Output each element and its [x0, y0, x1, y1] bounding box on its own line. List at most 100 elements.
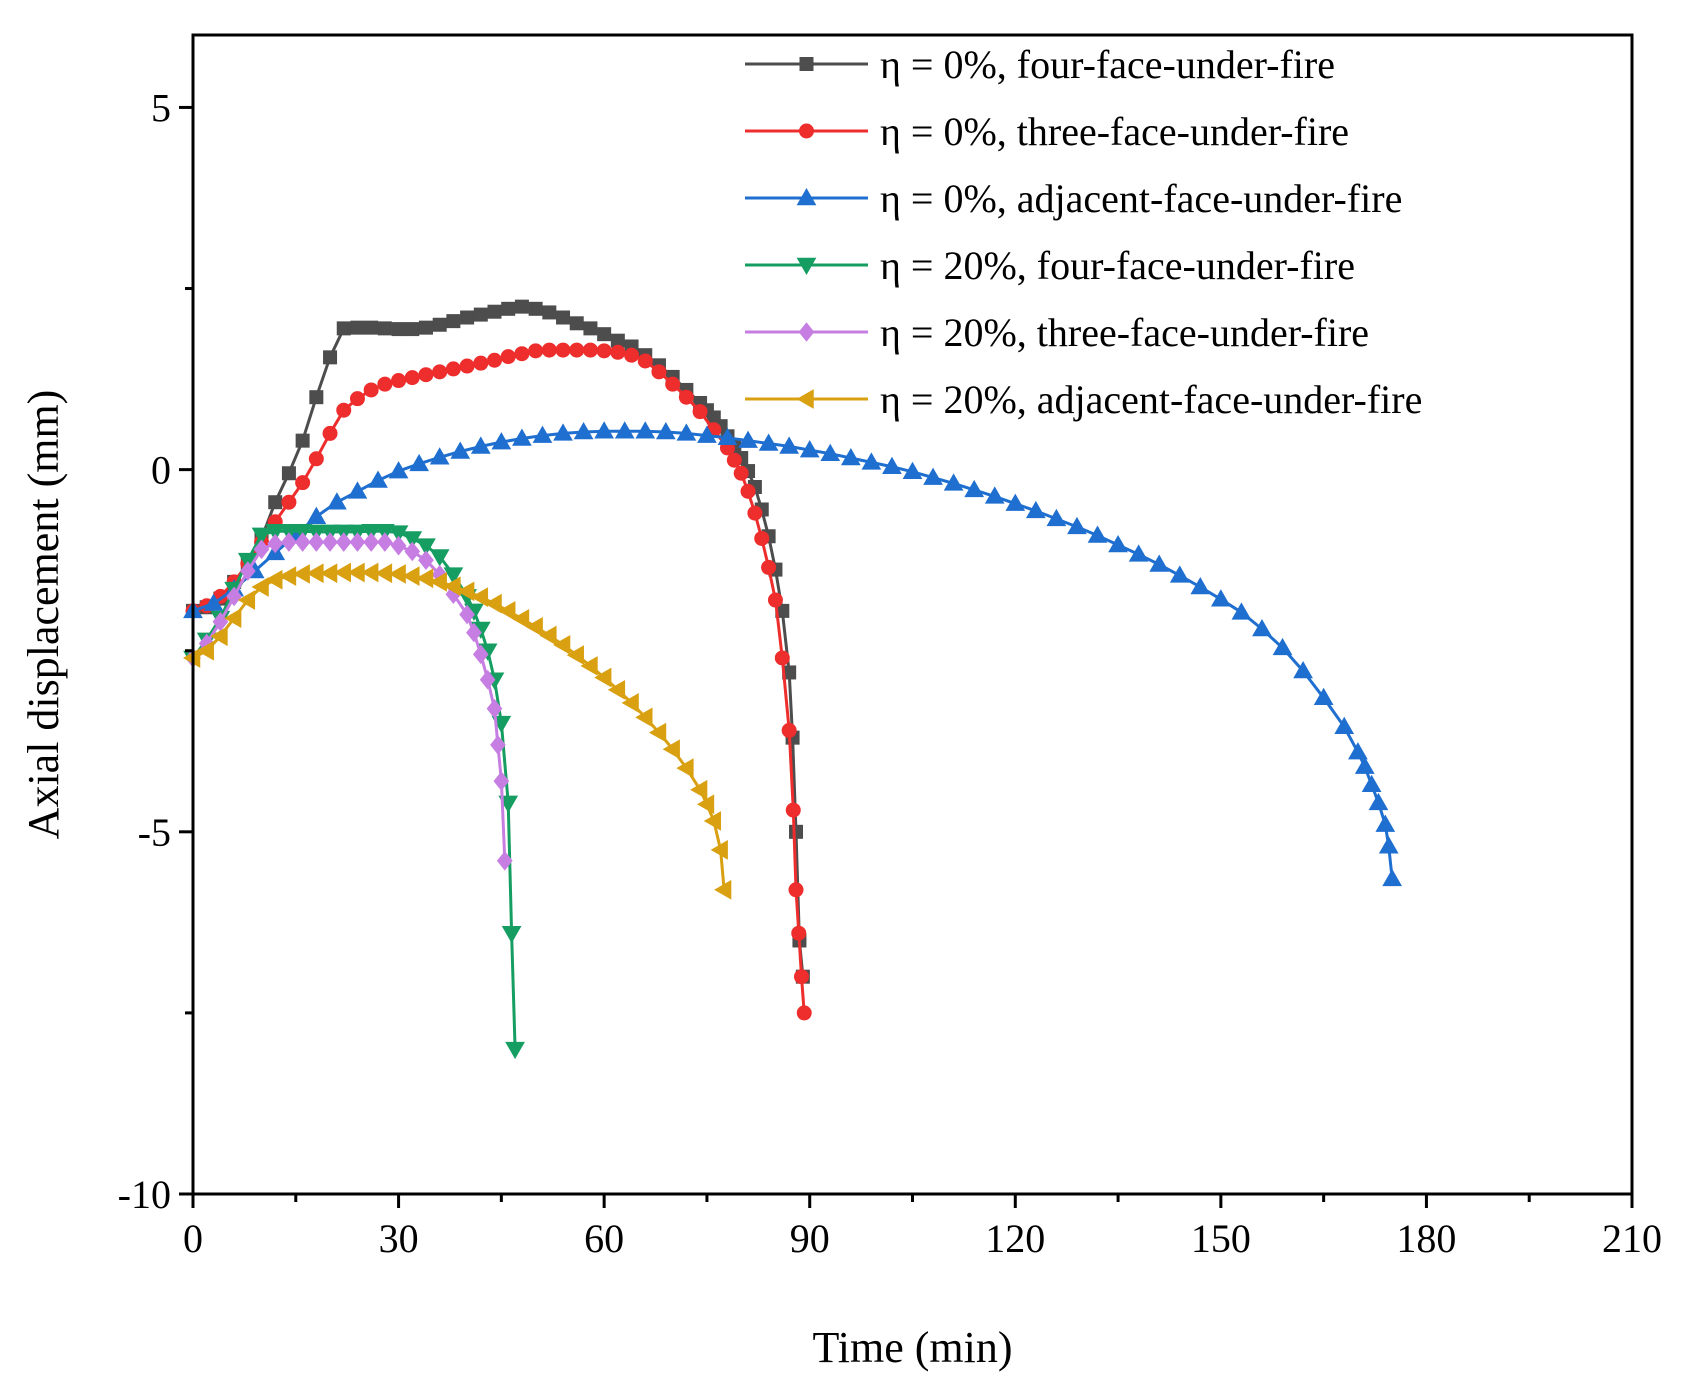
- legend: η = 0%, four-face-under-fire η = 0%, thre…: [745, 42, 1422, 422]
- data-point: [514, 346, 530, 362]
- data-point: [1128, 544, 1149, 562]
- data-point: [738, 430, 758, 448]
- data-point: [278, 566, 297, 586]
- data-point: [569, 316, 584, 331]
- data-point: [651, 364, 667, 380]
- data-point: [267, 533, 284, 554]
- data-point: [556, 310, 571, 325]
- data-point: [541, 342, 557, 358]
- data-point: [1231, 602, 1252, 620]
- data-point: [418, 550, 434, 570]
- data-point: [429, 572, 447, 592]
- x-tick-label: 60: [584, 1216, 624, 1261]
- data-point: [635, 421, 656, 439]
- legend-marker: [796, 187, 817, 206]
- data-point: [637, 353, 653, 369]
- y-tick-label: 0: [151, 448, 171, 493]
- data-point: [350, 320, 365, 335]
- legend-label: η = 0%, adjacent-face-under-fire: [880, 176, 1402, 221]
- data-point: [1005, 493, 1026, 511]
- data-point: [820, 443, 841, 461]
- data-point: [703, 811, 722, 831]
- data-point: [294, 532, 311, 552]
- data-point: [226, 586, 242, 607]
- x-tick-label: 30: [379, 1216, 419, 1261]
- data-point: [391, 373, 407, 389]
- data-point: [418, 320, 433, 335]
- data-point: [377, 376, 393, 392]
- data-point: [525, 616, 543, 637]
- data-point: [336, 321, 351, 336]
- x-tick-label: 180: [1396, 1216, 1456, 1261]
- y-tick-label: 5: [151, 85, 171, 130]
- data-point: [678, 389, 694, 405]
- data-point: [322, 532, 338, 552]
- data-point: [496, 850, 513, 871]
- data-point: [553, 635, 571, 655]
- data-point: [484, 593, 502, 614]
- x-tick-label: 210: [1602, 1216, 1662, 1261]
- data-point: [614, 421, 635, 439]
- data-point: [1354, 756, 1375, 774]
- data-point: [1293, 660, 1313, 679]
- legend-item: η = 0%, adjacent-face-under-fire: [745, 176, 1402, 221]
- data-point: [479, 669, 496, 690]
- series-line: [192, 429, 1394, 880]
- data-point: [443, 567, 464, 585]
- data-point: [984, 486, 1005, 504]
- data-point: [322, 425, 338, 441]
- data-point: [308, 532, 325, 552]
- data-point: [1334, 716, 1355, 735]
- data-point: [714, 879, 732, 900]
- data-point: [943, 473, 964, 491]
- data-point: [740, 483, 756, 499]
- data-point: [566, 645, 584, 665]
- data-point: [224, 608, 242, 628]
- data-point: [388, 525, 409, 543]
- y-axis-title: Axial displacement (mm): [19, 390, 68, 840]
- data-point: [309, 390, 324, 405]
- x-axis-title: Time (min): [812, 1323, 1012, 1372]
- data-point: [409, 453, 429, 472]
- legend-marker: [799, 57, 814, 71]
- data-point: [1368, 792, 1389, 811]
- data-point: [500, 349, 516, 365]
- data-point: [662, 739, 680, 760]
- data-point: [498, 601, 516, 621]
- data-point: [281, 532, 297, 552]
- data-point: [466, 622, 482, 643]
- y-tick-label: -10: [118, 1172, 171, 1217]
- data-point: [779, 436, 800, 454]
- series-6: [182, 562, 732, 900]
- series-layer: [182, 299, 1403, 1060]
- data-point: [1025, 500, 1046, 519]
- data-point: [460, 310, 475, 325]
- data-point: [692, 404, 708, 420]
- data-point: [1252, 618, 1272, 637]
- data-point: [1169, 565, 1190, 583]
- data-point: [582, 342, 598, 358]
- data-point: [1378, 836, 1399, 854]
- data-point: [404, 370, 420, 386]
- data-point: [253, 539, 270, 560]
- data-point: [347, 481, 368, 499]
- data-point: [1108, 534, 1128, 553]
- data-point: [265, 523, 286, 542]
- data-point: [388, 461, 409, 479]
- data-point: [594, 667, 612, 688]
- data-point: [1272, 637, 1293, 656]
- data-point: [1149, 554, 1170, 572]
- data-point: [514, 299, 529, 314]
- data-point: [363, 532, 380, 552]
- data-point: [569, 342, 585, 358]
- legend-label: η = 0%, four-face-under-fire: [880, 42, 1335, 87]
- data-point: [470, 436, 491, 454]
- data-point: [268, 495, 283, 510]
- data-point: [308, 451, 324, 467]
- data-point: [203, 593, 224, 611]
- data-point: [964, 479, 985, 498]
- data-point: [648, 722, 667, 743]
- data-point: [429, 447, 450, 465]
- data-point: [335, 532, 352, 552]
- data-point: [429, 549, 450, 567]
